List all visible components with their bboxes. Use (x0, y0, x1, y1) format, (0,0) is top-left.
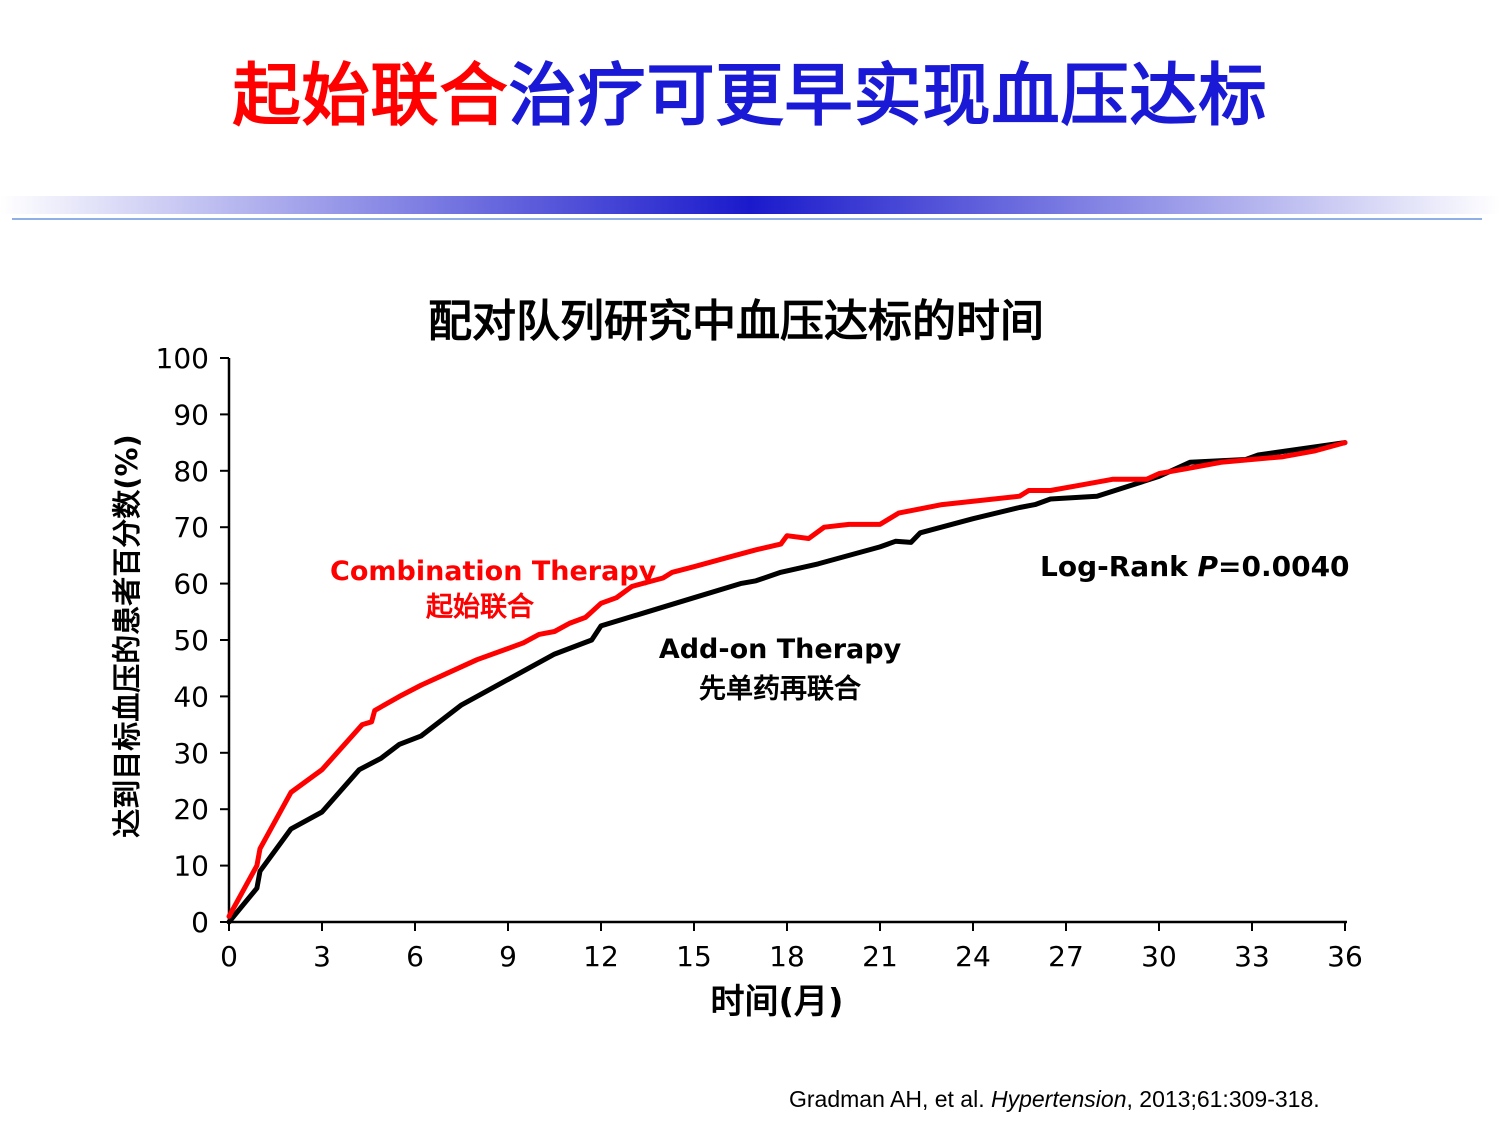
addon-therapy-label-zh: 先单药再联合 (699, 674, 861, 705)
x-tick-label: 3 (313, 940, 331, 973)
y-tick-label: 50 (173, 624, 209, 657)
x-tick-label: 18 (769, 940, 805, 973)
logrank-prefix: Log-Rank (1040, 550, 1198, 583)
logrank-value: =0.0040 (1218, 550, 1350, 583)
x-tick-label: 12 (583, 940, 619, 973)
y-tick-label: 60 (173, 568, 209, 601)
y-tick-label: 20 (173, 793, 209, 826)
addon-therapy-label-en: Add-on Therapy (658, 634, 902, 665)
citation: Gradman AH, et al. Hypertension, 2013;61… (789, 1086, 1320, 1113)
x-tick-label: 27 (1048, 940, 1084, 973)
x-tick-label: 6 (406, 940, 424, 973)
combination-therapy-label-en: Combination Therapy (330, 556, 657, 587)
x-tick-label: 0 (220, 940, 238, 973)
y-tick-label: 30 (173, 737, 209, 770)
x-tick-label: 30 (1141, 940, 1177, 973)
slide-title: 起始联合治疗可更早实现血压达标 (0, 52, 1500, 142)
slide-title-rest: 治疗可更早实现血压达标 (508, 57, 1268, 136)
x-tick-label: 33 (1234, 940, 1270, 973)
title-gradient-band (0, 196, 1500, 214)
chart-title: 配对队列研究中血压达标的时间 (428, 296, 1044, 347)
series-layer (226, 440, 1348, 925)
slide-title-highlight: 起始联合 (232, 57, 509, 136)
x-tick-label: 21 (862, 940, 898, 973)
x-tick-label: 9 (499, 940, 517, 973)
combination-therapy-label: Combination Therapy 起始联合 (330, 554, 657, 626)
addon-therapy-label: Add-on Therapy 先单药再联合 (650, 630, 910, 710)
tick-layer: 0 3 6 9 12 15 18 21 24 27 30 33 36010203040506070809… (156, 342, 1363, 973)
series-line-combination-therapy (226, 440, 1348, 919)
citation-details: , 2013;61:309-318. (1126, 1086, 1320, 1112)
y-tick-label: 10 (173, 850, 209, 883)
citation-authors: Gradman AH, et al. (789, 1086, 991, 1112)
y-tick-label: 100 (156, 342, 209, 375)
x-tick-label: 36 (1327, 940, 1363, 973)
combination-therapy-label-zh: 起始联合 (426, 592, 534, 623)
y-tick-label: 0 (191, 906, 209, 939)
x-tick-label: 15 (676, 940, 712, 973)
x-axis-label: 时间(月) (710, 982, 843, 1022)
citation-journal: Hypertension (990, 1086, 1127, 1112)
y-axis-label: 达到目标血压的患者百分数(%) (110, 434, 144, 838)
y-tick-label: 40 (173, 680, 209, 713)
series-line-add-on-therapy (226, 440, 1348, 925)
y-tick-label: 90 (173, 398, 209, 431)
y-tick-label: 70 (173, 511, 209, 544)
x-tick-label: 24 (955, 940, 991, 973)
logrank-p-symbol: P (1197, 550, 1219, 583)
y-tick-label: 80 (173, 455, 209, 488)
title-divider-line (12, 218, 1482, 220)
logrank-annotation: Log-Rank P=0.0040 (1040, 548, 1350, 586)
